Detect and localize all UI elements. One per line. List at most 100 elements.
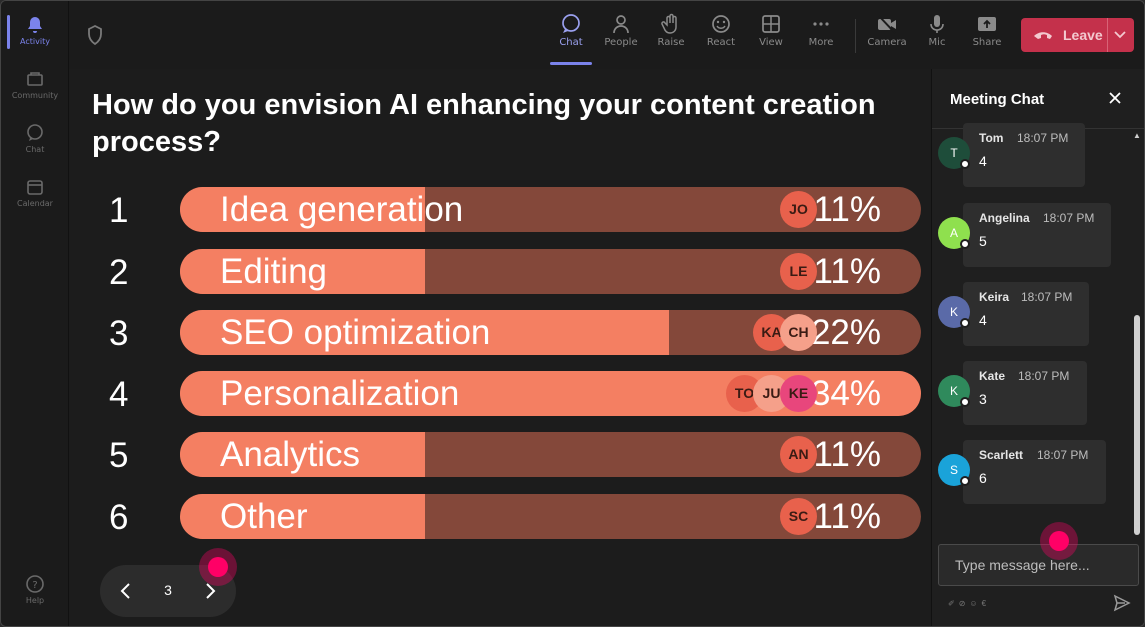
shield-icon bbox=[88, 25, 102, 45]
rail-item-help[interactable]: ? Help bbox=[1, 566, 69, 616]
option-number: 5 bbox=[109, 436, 129, 475]
sender-avatar[interactable]: A bbox=[938, 217, 970, 249]
rail-item-label: Help bbox=[25, 596, 45, 605]
sender-avatar[interactable]: K bbox=[938, 296, 970, 328]
people-icon bbox=[613, 15, 629, 34]
chat-title: Meeting Chat bbox=[950, 91, 1045, 108]
sender-avatar[interactable]: T bbox=[938, 137, 970, 169]
presence-status-icon bbox=[960, 476, 970, 486]
sender-name: Scarlett bbox=[979, 448, 1024, 462]
bell-icon bbox=[28, 17, 42, 33]
message-timestamp: 18:07 PM bbox=[1018, 369, 1070, 383]
calendar-icon bbox=[27, 180, 43, 195]
share-icon bbox=[978, 17, 996, 31]
rail-item-chat[interactable]: Chat bbox=[1, 115, 69, 165]
chat-message: Angelina 18:07 PM 5 bbox=[963, 203, 1111, 267]
option-result-bar: Editing 11% LE bbox=[180, 249, 921, 294]
option-number: 6 bbox=[109, 498, 129, 537]
option-result-bar: Other 11% SC bbox=[180, 494, 921, 539]
voter-avatar: LE bbox=[780, 253, 817, 290]
option-result-fill bbox=[180, 432, 425, 477]
message-text: 6 bbox=[979, 470, 987, 486]
rail-item-label: Activity bbox=[20, 37, 50, 46]
toolbar-camera-button[interactable]: Camera bbox=[867, 11, 907, 63]
chat-message: Keira 18:07 PM 4 bbox=[963, 282, 1089, 346]
rail-item-activity[interactable]: Activity bbox=[1, 7, 69, 57]
hang-up-icon bbox=[1034, 32, 1052, 39]
toolbar-people-button[interactable]: People bbox=[601, 11, 641, 63]
scroll-thumb[interactable] bbox=[1134, 315, 1140, 535]
sender-initial: K bbox=[949, 305, 958, 319]
sender-initial: S bbox=[949, 463, 958, 477]
poll-question: How do you envision AI enhancing your co… bbox=[92, 89, 876, 158]
scroll-down-icon[interactable]: ▼ bbox=[1133, 523, 1141, 532]
close-icon[interactable] bbox=[1108, 91, 1122, 105]
send-icon[interactable] bbox=[1113, 594, 1131, 612]
option-percent: 11% bbox=[813, 190, 881, 229]
chevron-left-icon[interactable] bbox=[119, 581, 133, 601]
rail-item-community[interactable]: Community bbox=[1, 61, 69, 111]
voter-avatar: SC bbox=[780, 498, 817, 535]
pointer-indicator bbox=[1040, 522, 1078, 560]
poll-option-row: 1 Idea generation 11% JO bbox=[69, 187, 931, 233]
poll-option-row: 2 Editing 11% LE bbox=[69, 249, 931, 295]
toolbar-share-button[interactable]: Share bbox=[967, 11, 1007, 63]
chevron-right-icon[interactable] bbox=[203, 581, 217, 601]
toolbar-mic-button[interactable]: Mic bbox=[917, 11, 957, 63]
message-timestamp: 18:07 PM bbox=[1043, 211, 1095, 225]
toolbar-more-button[interactable]: More bbox=[801, 11, 841, 63]
option-result-bar: SEO optimization 22% KA CH bbox=[180, 310, 921, 355]
message-timestamp: 18:07 PM bbox=[1021, 290, 1073, 304]
toolbar-react-button[interactable]: React bbox=[701, 11, 741, 63]
sender-avatar[interactable]: K bbox=[938, 375, 970, 407]
chat-message: Kate 18:07 PM 3 bbox=[963, 361, 1087, 425]
message-timestamp: 18:07 PM bbox=[1017, 131, 1069, 145]
voter-avatar: KE bbox=[780, 375, 817, 412]
message-text: 4 bbox=[979, 312, 987, 328]
chat-header: Meeting Chat bbox=[932, 69, 1144, 129]
chat-icon bbox=[562, 14, 580, 33]
leave-divider bbox=[1107, 18, 1108, 52]
chevron-down-icon[interactable] bbox=[1113, 29, 1127, 41]
sender-initial: A bbox=[949, 226, 958, 240]
rail-item-calendar[interactable]: Calendar bbox=[1, 169, 69, 219]
help-icon: ? bbox=[26, 575, 44, 593]
option-number: 4 bbox=[109, 375, 129, 414]
toolbar-raise-button[interactable]: Raise bbox=[651, 11, 691, 63]
presence-status-icon bbox=[960, 318, 970, 328]
toolbar-chat-button[interactable]: Chat bbox=[551, 11, 591, 63]
meeting-chat-panel: Meeting Chat Tom 18:07 PM 4 T Angelina 18:07 … bbox=[931, 69, 1144, 626]
sender-initial: K bbox=[949, 384, 958, 398]
camera-off-icon bbox=[878, 15, 896, 34]
option-result-bar: Personalization 34% TO JU KE bbox=[180, 371, 921, 416]
poll-option-row: 6 Other 11% SC bbox=[69, 494, 931, 540]
option-percent: 11% bbox=[813, 252, 881, 291]
message-text: 4 bbox=[979, 153, 987, 169]
toolbar-view-button[interactable]: View bbox=[751, 11, 791, 63]
chat-scrollbar[interactable]: ▲ ▼ bbox=[1132, 131, 1144, 535]
community-icon bbox=[27, 72, 43, 86]
sender-name: Angelina bbox=[979, 211, 1030, 225]
active-tab-indicator bbox=[550, 62, 592, 65]
poll-option-row: 5 Analytics 11% AN bbox=[69, 432, 931, 478]
raise-hand-icon bbox=[661, 13, 677, 34]
chat-message-input[interactable] bbox=[938, 544, 1139, 586]
format-toolbar[interactable]: ✐⊘☺€ bbox=[948, 599, 991, 608]
rail-item-label: Calendar bbox=[17, 199, 53, 208]
option-result-bar: Analytics 11% AN bbox=[180, 432, 921, 477]
message-text: 3 bbox=[979, 391, 987, 407]
voter-avatar: CH bbox=[780, 314, 817, 351]
poll-results-stage: How do you envision AI enhancing your co… bbox=[69, 69, 931, 626]
sender-initial: T bbox=[950, 146, 958, 160]
option-label: Idea generation bbox=[220, 190, 464, 229]
voter-avatar: JO bbox=[780, 191, 817, 228]
view-icon bbox=[762, 15, 780, 33]
app-rail: Activity Community Chat Calendar ? Help bbox=[1, 1, 69, 626]
sender-avatar[interactable]: S bbox=[938, 454, 970, 486]
option-label: Personalization bbox=[220, 374, 460, 413]
scroll-up-icon[interactable]: ▲ bbox=[1133, 131, 1141, 140]
option-label: Analytics bbox=[220, 435, 361, 474]
leave-button[interactable]: Leave bbox=[1021, 18, 1134, 52]
presence-status-icon bbox=[960, 159, 970, 169]
